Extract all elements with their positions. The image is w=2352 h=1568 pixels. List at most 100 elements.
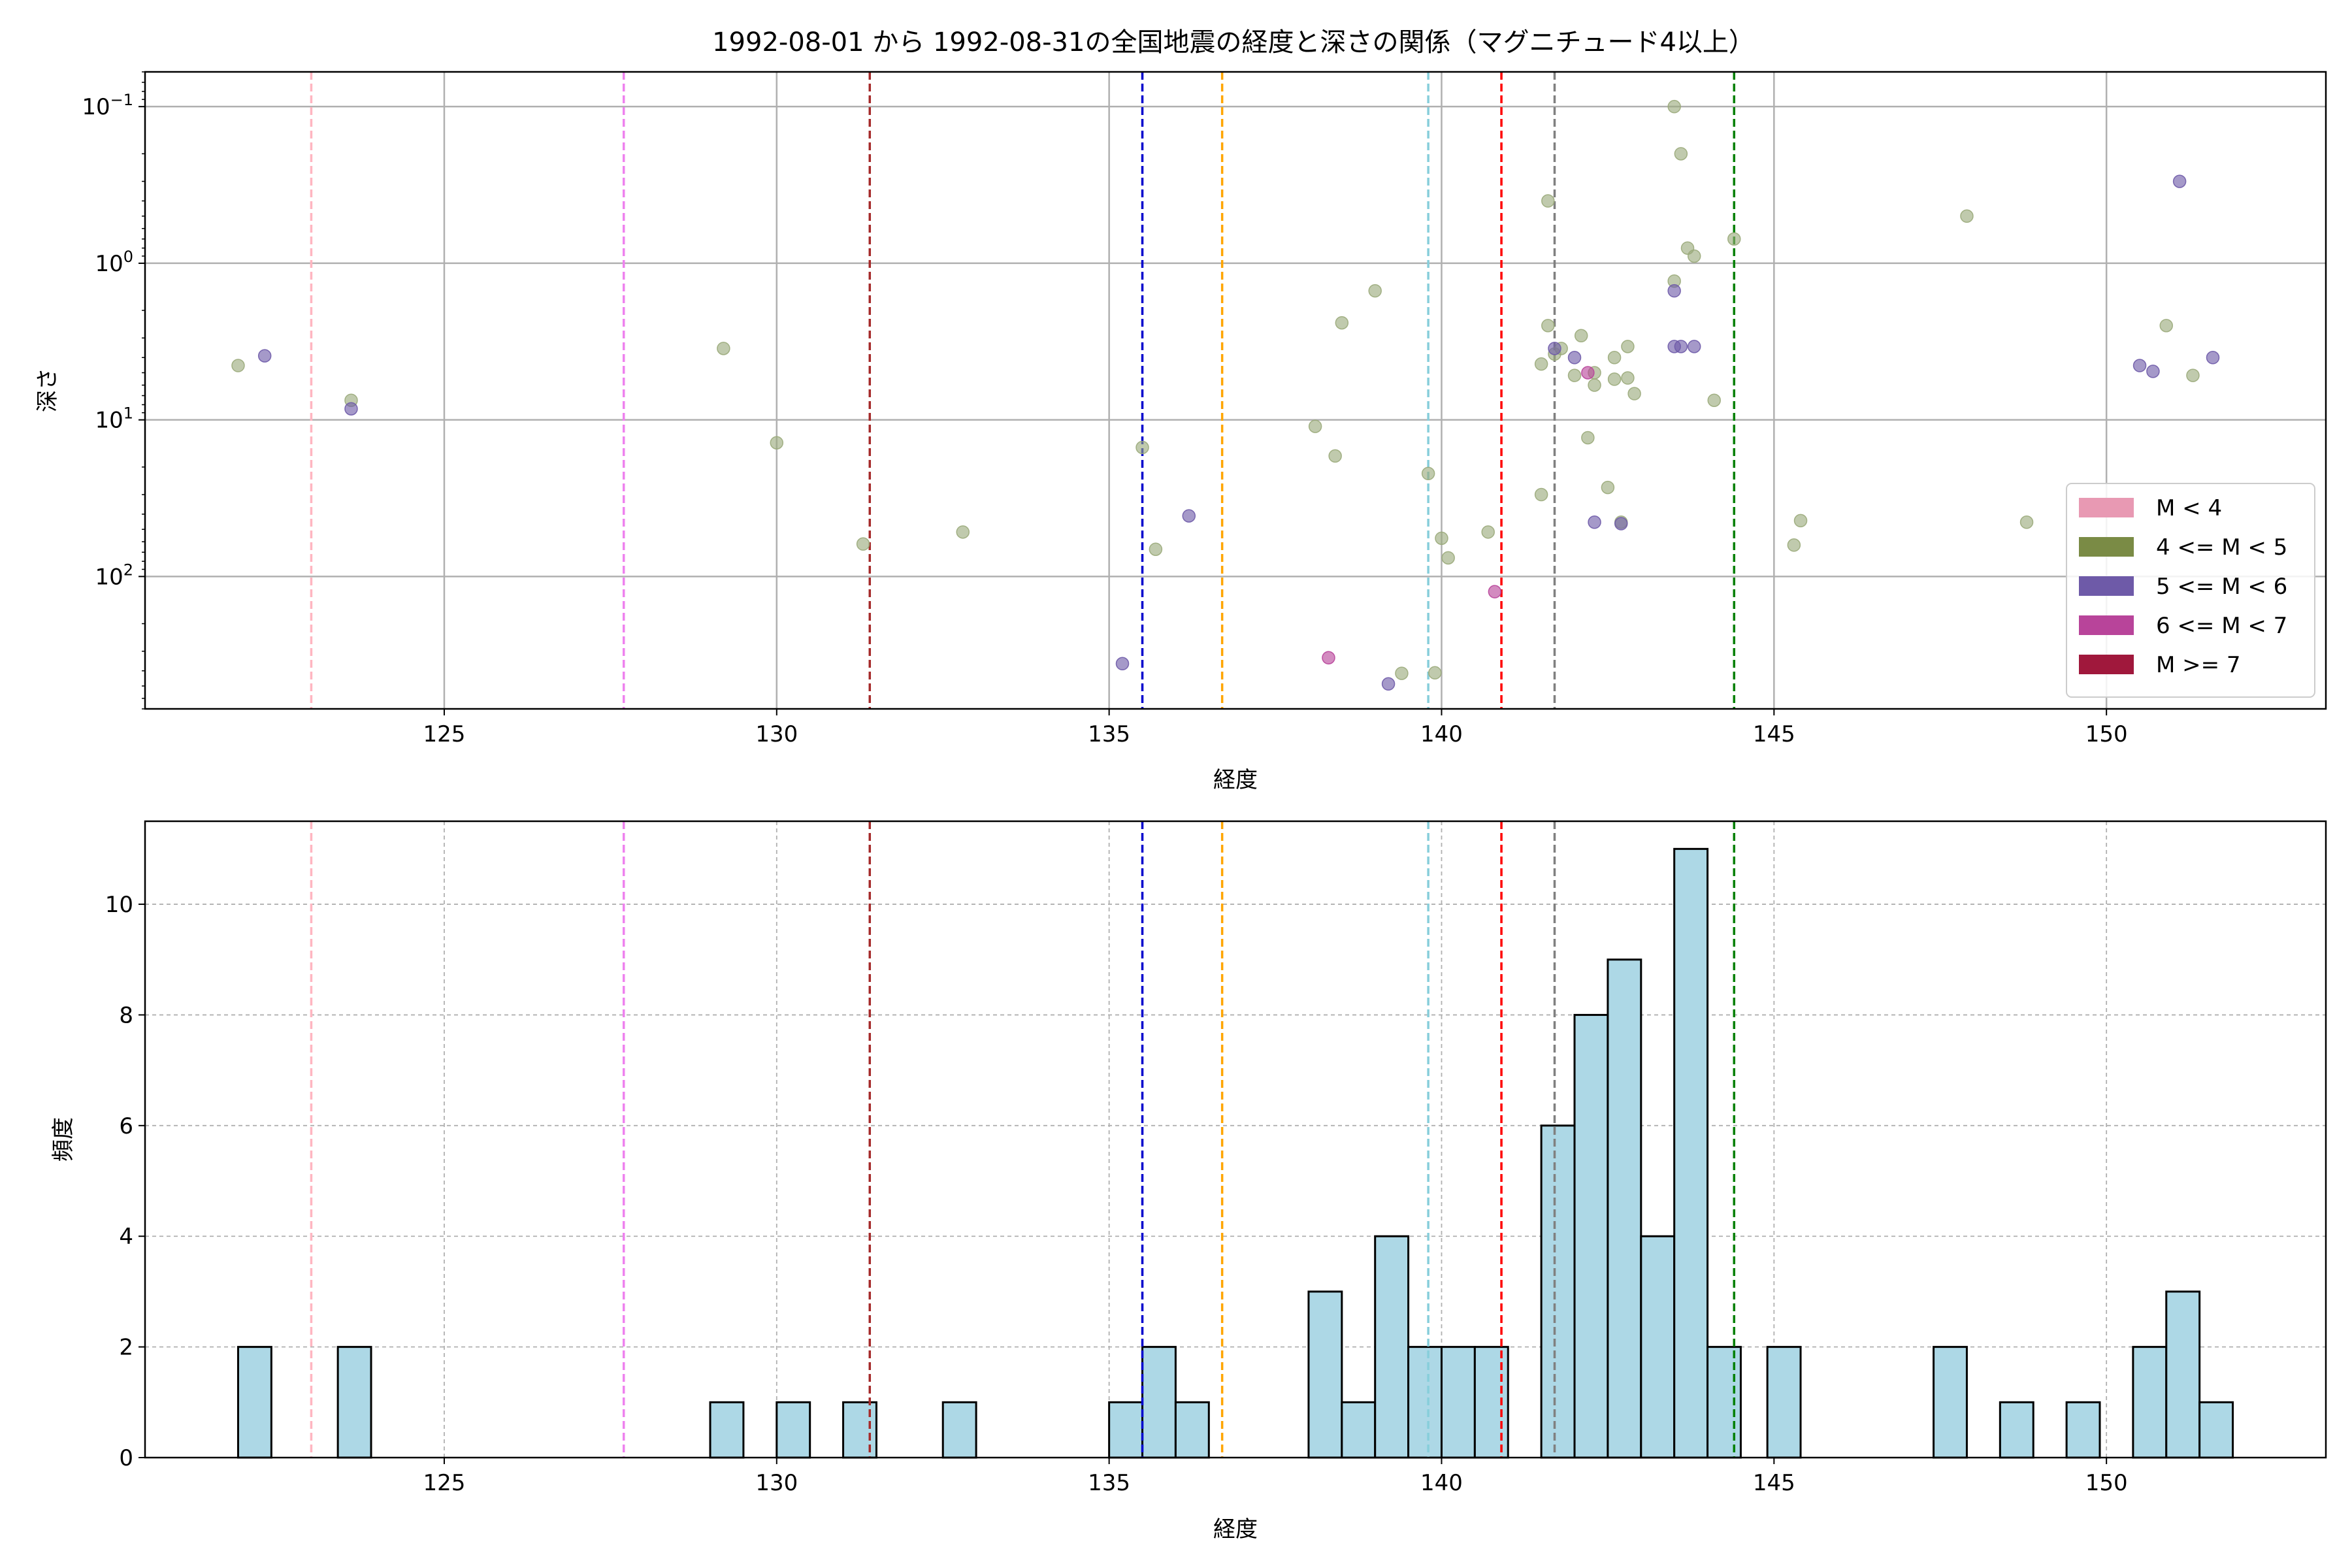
histogram-bar (709, 1401, 745, 1459)
legend-swatch (2079, 537, 2134, 557)
y-tick-label: 8 (119, 1002, 133, 1028)
legend-label: 6 <= M < 7 (2156, 613, 2287, 639)
x-tick-label: 130 (755, 721, 798, 747)
histogram-x-axis-label: 経度 (1213, 1516, 1258, 1543)
histogram-bar (1473, 1346, 1509, 1459)
scatter-point (2146, 365, 2160, 378)
histogram-bar (1174, 1401, 1210, 1459)
scatter-point (1567, 351, 1582, 365)
scatter-point (856, 537, 870, 551)
legend-swatch (2079, 498, 2134, 517)
scatter-point (1534, 487, 1548, 502)
scatter-point (1588, 378, 1601, 392)
histogram-bar (776, 1401, 811, 1459)
scatter-point (1787, 538, 1801, 552)
scatter-point (1687, 340, 1701, 353)
scatter-point (344, 402, 358, 416)
histogram-bar (1573, 1013, 1609, 1459)
x-tick-label: 145 (1753, 1470, 1795, 1496)
scatter-points (231, 99, 2220, 691)
scatter-point (1601, 480, 1615, 495)
histogram-bar (1374, 1235, 1410, 1459)
histogram-bar (941, 1401, 977, 1459)
legend-box (2066, 483, 2315, 698)
scatter-point (2159, 319, 2174, 333)
x-tick-label: 125 (423, 721, 466, 747)
scatter-reference-lines (310, 72, 1736, 709)
y-tick-label: 100 (95, 248, 133, 277)
scatter-point (1428, 666, 1442, 680)
legend-swatch (2079, 615, 2134, 635)
y-tick-label: 6 (119, 1113, 133, 1139)
scatter-point (1667, 99, 1681, 114)
y-tick-label: 4 (119, 1224, 133, 1250)
scatter-point (1627, 387, 1641, 400)
x-tick-label: 145 (1753, 721, 1795, 747)
scatter-point (1488, 585, 1502, 598)
histogram-bar (1108, 1401, 1144, 1459)
scatter-x-axis-label: 経度 (1213, 767, 1258, 793)
histogram-bar (336, 1346, 372, 1459)
scatter-point (2172, 174, 2187, 188)
scatter-point (1541, 319, 1555, 333)
scatter-point (1541, 194, 1555, 208)
histogram-bar (1307, 1290, 1343, 1459)
histogram-bar (2065, 1401, 2101, 1459)
scatter-point (2019, 515, 2034, 529)
scatter-point (1588, 515, 1601, 529)
histogram-bar (2165, 1290, 2201, 1459)
scatter-y-ticks: 10−1 100 101 102 (82, 71, 145, 710)
histogram-bar (1640, 1235, 1676, 1459)
scatter-point (1607, 372, 1622, 386)
x-tick-label: 135 (1088, 721, 1130, 747)
scatter-x-ticks: 125 130 135 140 145 150 (423, 709, 2128, 747)
scatter-point (1368, 284, 1382, 298)
x-tick-label: 130 (755, 1470, 798, 1496)
histogram-bar (1607, 958, 1642, 1459)
legend-label: 5 <= M < 6 (2156, 574, 2287, 600)
histogram-bar (1440, 1346, 1476, 1459)
legend-swatch (2079, 655, 2134, 674)
histogram-bar (2198, 1401, 2234, 1459)
histogram-bar (1673, 847, 1709, 1459)
x-tick-label: 140 (1420, 721, 1463, 747)
histogram-bar (842, 1401, 877, 1459)
scatter-point (1667, 284, 1681, 298)
scatter-point (1435, 531, 1448, 546)
scatter-point (1687, 249, 1701, 263)
scatter-point (1960, 209, 1974, 223)
histogram-y-ticks: 0 2 4 6 8 10 (105, 892, 145, 1471)
x-tick-label: 150 (2085, 1470, 2128, 1496)
y-tick-label: 0 (119, 1445, 133, 1471)
scatter-point (1381, 677, 1396, 691)
histogram-bar (1407, 1346, 1443, 1459)
scatter-point (1574, 329, 1588, 343)
scatter-grid (145, 72, 2326, 709)
scatter-point (1395, 666, 1409, 680)
histogram-x-ticks: 125 130 135 140 145 150 (423, 1458, 2128, 1496)
scatter-point (1707, 393, 1721, 407)
histogram-bar (1707, 1346, 1742, 1459)
scatter-point (1328, 449, 1342, 463)
scatter-point (231, 359, 245, 372)
legend-swatch (2079, 576, 2134, 596)
histogram-axes-frame (144, 820, 2327, 1459)
scatter-point (1581, 431, 1595, 445)
histogram-bar (1540, 1124, 1576, 1459)
scatter-point (770, 436, 784, 449)
x-tick-label: 135 (1088, 1470, 1130, 1496)
legend-label: 4 <= M < 5 (2156, 534, 2287, 561)
scatter-point (1322, 651, 1335, 664)
legend-label: M < 4 (2156, 495, 2222, 521)
y-tick-label: 10−1 (82, 91, 133, 120)
scatter-point (1335, 316, 1349, 330)
scatter-point (956, 525, 970, 539)
scatter-point (1135, 440, 1149, 455)
y-tick-label: 101 (95, 404, 133, 434)
scatter-point (1182, 509, 1196, 523)
scatter-point (2206, 351, 2220, 365)
histogram-bar (1766, 1346, 1802, 1459)
scatter-y-axis-label: 深さ (35, 368, 61, 412)
y-tick-label: 2 (119, 1335, 133, 1361)
